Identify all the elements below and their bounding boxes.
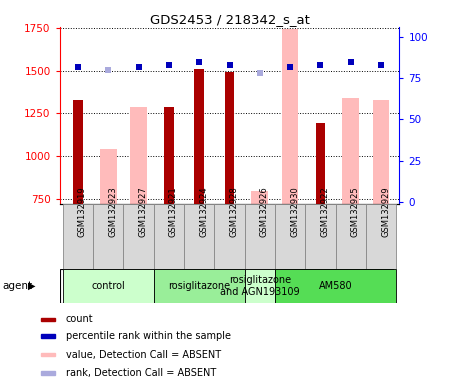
Text: GSM132928: GSM132928 (230, 186, 239, 237)
Bar (184, 204, 214, 269)
Text: AM580: AM580 (319, 281, 353, 291)
Bar (164, 107, 174, 204)
Bar (282, 30, 298, 204)
Text: ▶: ▶ (28, 281, 36, 291)
Text: GSM132924: GSM132924 (199, 186, 208, 237)
Bar (73, 100, 83, 204)
Text: GSM132922: GSM132922 (320, 186, 330, 237)
Title: GDS2453 / 218342_s_at: GDS2453 / 218342_s_at (150, 13, 309, 26)
Bar (336, 204, 366, 269)
Bar (41, 353, 56, 356)
Bar (130, 108, 147, 204)
Bar (224, 72, 235, 204)
Bar (93, 204, 123, 269)
Bar (100, 149, 117, 204)
Text: GSM132927: GSM132927 (139, 186, 147, 237)
Text: GSM132923: GSM132923 (108, 186, 117, 237)
Bar (41, 318, 56, 321)
Bar (342, 98, 359, 204)
Bar (373, 100, 390, 204)
Bar (154, 269, 245, 303)
Text: GSM132925: GSM132925 (351, 186, 360, 237)
Bar (41, 371, 56, 375)
Text: GSM132929: GSM132929 (381, 186, 390, 237)
Bar (245, 269, 275, 303)
Text: GSM132919: GSM132919 (78, 186, 87, 237)
Text: agent: agent (2, 281, 33, 291)
Bar (194, 69, 204, 204)
Bar (245, 204, 275, 269)
Text: count: count (66, 314, 93, 324)
Text: GSM132930: GSM132930 (290, 186, 299, 237)
Text: rosiglitazone
and AGN193109: rosiglitazone and AGN193109 (220, 275, 300, 297)
Text: GSM132921: GSM132921 (169, 186, 178, 237)
Bar (123, 204, 154, 269)
Bar (366, 204, 396, 269)
Text: rosiglitazone: rosiglitazone (168, 281, 230, 291)
Bar (41, 334, 56, 338)
Bar (275, 269, 396, 303)
Bar (305, 204, 336, 269)
Text: percentile rank within the sample: percentile rank within the sample (66, 331, 230, 341)
Bar (252, 191, 268, 204)
Text: rank, Detection Call = ABSENT: rank, Detection Call = ABSENT (66, 368, 216, 378)
Bar (154, 204, 184, 269)
Text: control: control (91, 281, 125, 291)
Bar (316, 123, 325, 204)
Bar (214, 204, 245, 269)
Bar (63, 204, 93, 269)
Bar (275, 204, 305, 269)
Text: value, Detection Call = ABSENT: value, Detection Call = ABSENT (66, 349, 221, 359)
Bar (63, 269, 154, 303)
Text: GSM132926: GSM132926 (260, 186, 269, 237)
